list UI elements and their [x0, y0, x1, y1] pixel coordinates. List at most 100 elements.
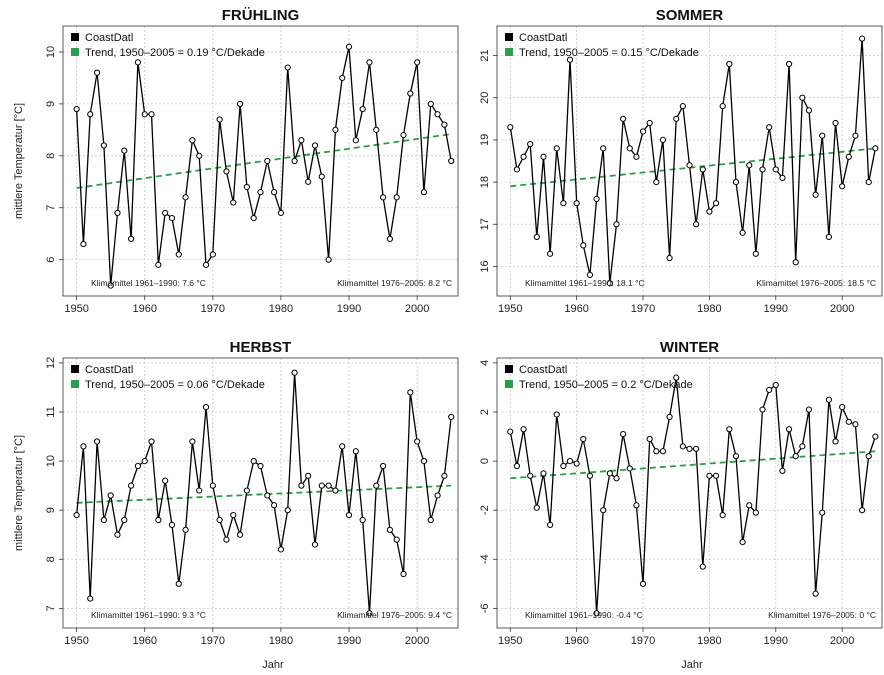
- data-point: [134, 59, 142, 66]
- data-point: [250, 215, 257, 222]
- data-point: [732, 453, 740, 460]
- data-point: [606, 280, 613, 287]
- data-point: [366, 610, 373, 617]
- data-point: [175, 580, 182, 587]
- legend-label-data: CoastDatl: [85, 32, 133, 44]
- data-point: [726, 426, 733, 433]
- data-point: [216, 116, 223, 123]
- data-point: [693, 445, 700, 452]
- data-point: [379, 194, 387, 201]
- data-point: [620, 115, 627, 122]
- trend-line-sommer: [510, 147, 876, 188]
- data-point: [352, 137, 359, 144]
- data-point: [291, 157, 298, 165]
- data-point: [819, 509, 826, 516]
- data-point: [243, 183, 250, 191]
- data-point: [547, 250, 554, 257]
- data-point: [726, 60, 733, 68]
- data-point: [223, 168, 230, 175]
- data-point: [407, 90, 414, 97]
- data-point: [825, 233, 832, 241]
- y-axis-label-fruehling: mittlere Temperatur [°C]: [13, 103, 25, 219]
- y-tick-label: -2: [479, 505, 491, 515]
- data-point: [373, 482, 380, 489]
- data-point: [128, 482, 135, 489]
- annotation-klimamittel-1961-1990: Klimamittel 1961–1990: 18.1 °C: [525, 278, 645, 288]
- data-point: [706, 208, 713, 215]
- data-point: [653, 448, 660, 455]
- data-point: [752, 250, 759, 257]
- y-tick-label: 12: [45, 357, 57, 369]
- data-point: [699, 166, 706, 173]
- data-point: [196, 487, 203, 494]
- data-point: [547, 521, 554, 529]
- data-point: [298, 137, 305, 144]
- data-point: [291, 369, 298, 376]
- data-point: [540, 153, 547, 160]
- data-point: [646, 435, 653, 443]
- y-tick-label: 9: [45, 507, 57, 513]
- data-point: [114, 209, 121, 217]
- data-point: [732, 178, 740, 186]
- annotation-klimamittel-1976-2005: Klimamittel 1976–2005: 8.2 °C: [337, 278, 452, 288]
- legend-swatch-trend: [71, 48, 79, 56]
- data-point: [799, 94, 806, 101]
- data-point: [659, 448, 667, 455]
- y-tick-label: 21: [479, 49, 491, 61]
- data-point: [586, 472, 594, 479]
- data-point: [639, 580, 647, 587]
- data-point: [441, 121, 448, 128]
- data-point: [593, 195, 600, 203]
- data-point: [792, 453, 799, 460]
- chart-title-winter: WINTER: [660, 339, 719, 356]
- x-tick-label: 1990: [764, 635, 788, 647]
- data-point: [107, 282, 114, 289]
- y-tick-label: 2: [479, 409, 491, 415]
- data-point: [580, 242, 587, 249]
- data-point: [93, 69, 101, 76]
- data-point: [414, 59, 421, 66]
- data-point: [216, 516, 223, 524]
- data-point: [766, 124, 773, 131]
- data-point: [832, 438, 839, 445]
- chart-title-sommer: SOMMER: [656, 7, 724, 24]
- data-point: [420, 189, 428, 196]
- data-point: [666, 254, 673, 262]
- x-tick-label: 1970: [201, 635, 225, 647]
- data-point: [318, 482, 325, 489]
- data-point: [148, 438, 155, 445]
- data-point: [448, 157, 455, 165]
- data-point: [679, 443, 686, 450]
- data-point: [305, 178, 312, 185]
- trend-line-herbst: [76, 484, 452, 504]
- x-tick-label: 1990: [337, 635, 361, 647]
- data-point: [659, 136, 667, 144]
- data-point: [825, 396, 832, 403]
- data-point: [87, 595, 94, 602]
- annotation-klimamittel-1976-2005: Klimamittel 1976–2005: 9.4 °C: [337, 610, 452, 620]
- data-point: [812, 191, 819, 198]
- y-tick-label: -6: [479, 603, 491, 613]
- data-point: [277, 209, 285, 217]
- data-point: [553, 411, 560, 418]
- data-point: [202, 403, 210, 411]
- data-point: [318, 173, 325, 180]
- data-point: [865, 178, 872, 186]
- data-point: [257, 462, 264, 470]
- legend-swatch-data: [71, 33, 79, 41]
- data-point: [121, 147, 128, 154]
- y-tick-label: 8: [45, 153, 57, 159]
- data-point: [527, 472, 534, 479]
- annotation-klimamittel-1961-1990: Klimamittel 1961–1990: 7.6 °C: [91, 278, 206, 288]
- data-point: [264, 492, 271, 499]
- legend-label-trend: Trend, 1950–2005 = 0.06 °C/Dekade: [85, 379, 265, 391]
- data-line-fruehling: [75, 46, 452, 286]
- y-tick-label: 6: [45, 257, 57, 263]
- plot-frame-winter: [496, 357, 883, 629]
- data-point: [686, 445, 693, 452]
- data-point: [752, 509, 759, 516]
- data-point: [779, 467, 786, 475]
- y-tick-label: 10: [45, 455, 57, 467]
- data-point: [230, 199, 237, 206]
- data-point: [141, 457, 148, 465]
